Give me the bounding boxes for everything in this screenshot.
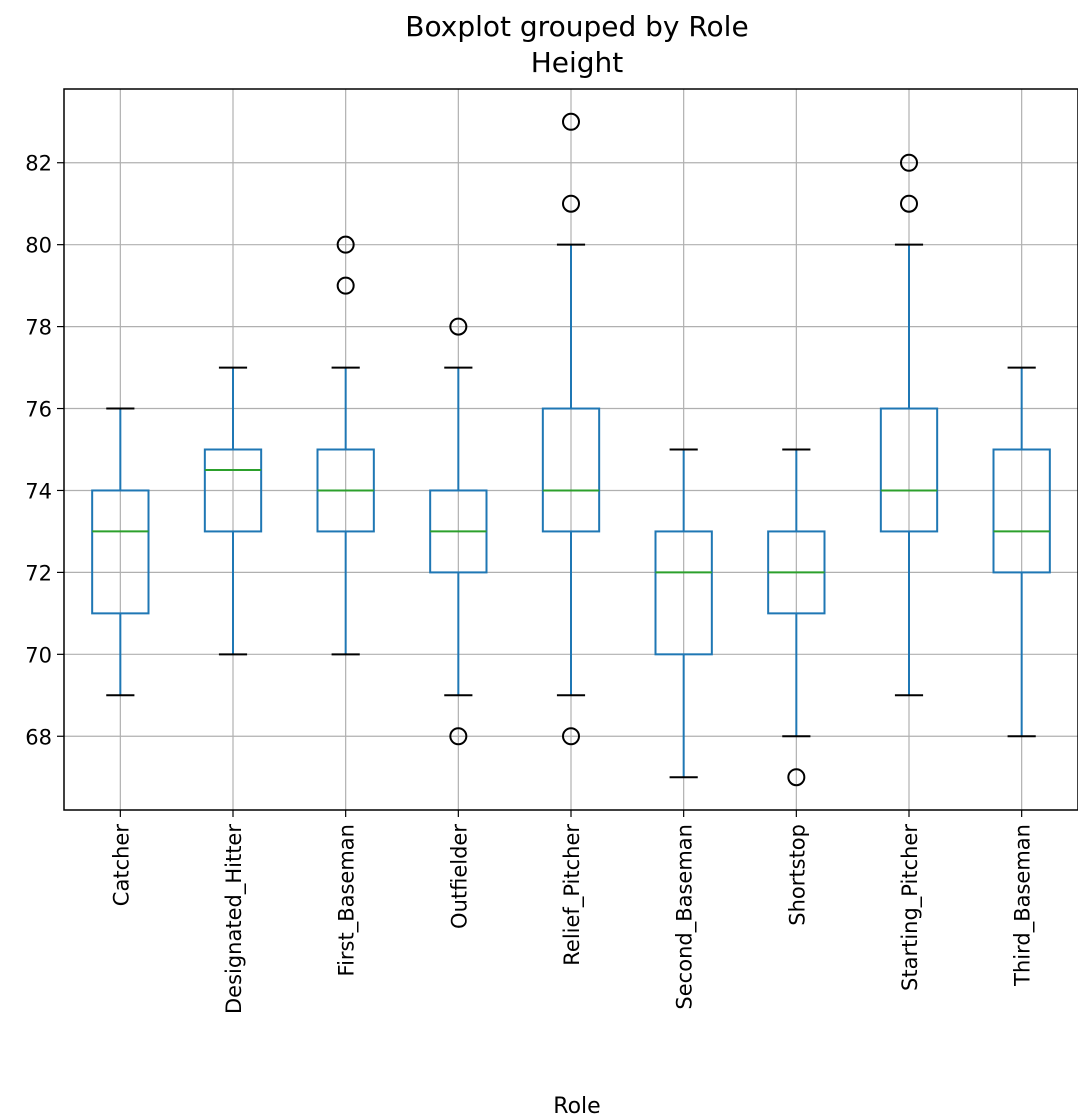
box-catcher [91,407,150,697]
y-tick-label: 78 [25,316,52,340]
x-tick-label: Third_Baseman [1011,824,1036,987]
y-tick-label: 74 [25,479,52,503]
plot-frame [63,88,1078,811]
x-tick-label: Outfielder [447,824,471,929]
y-tick-label: 76 [25,398,52,422]
box-first-baseman [316,235,375,656]
y-tick-label: 82 [25,152,52,176]
outlier-point [900,153,918,172]
box-iqr [91,489,150,615]
outlier-point [336,276,355,295]
x-tick-label: Catcher [109,824,133,907]
x-tick-label: Starting_Pitcher [898,824,923,991]
outlier-point [449,727,468,746]
x-tick-label: First_Baseman [335,824,360,976]
box-iqr [992,448,1051,574]
box-series [91,112,1051,787]
outlier-point [562,727,580,746]
y-tick-label: 80 [25,234,52,258]
box-iqr [203,448,263,533]
x-axis: Catcher Designated_Hitter First_Baseman Out… [109,810,1036,1014]
x-tick-label: Shortstop [785,824,809,926]
outlier-point [900,194,918,213]
box-shortstop [767,448,826,787]
outlier-point [562,194,580,213]
box-iqr [654,530,713,656]
box-starting-pitcher [879,153,939,697]
chart-title: Boxplot grouped by Role [405,10,748,43]
x-tick-label: Relief_Pitcher [560,824,585,966]
box-relief-pitcher [541,112,601,746]
outlier-point [787,768,806,787]
y-tick-label: 72 [25,561,52,585]
box-outfielder [429,317,488,746]
chart-subtitle: Height [531,46,624,79]
box-designated-hitter [203,366,263,656]
box-third-baseman [992,366,1051,738]
y-tick-label: 68 [25,725,52,749]
outlier-point [449,317,468,336]
outlier-point [562,112,580,131]
box-iqr [541,407,601,533]
box-second-baseman [654,448,713,779]
y-axis: 68 70 72 74 76 78 80 82 [25,152,64,749]
x-tick-label: Designated_Hitter [222,824,247,1014]
outlier-point [336,235,355,254]
box-iqr [879,407,939,533]
y-tick-label: 70 [25,643,52,667]
x-axis-label: Role [553,1094,600,1119]
x-tick-label: Second_Baseman [673,824,698,1010]
